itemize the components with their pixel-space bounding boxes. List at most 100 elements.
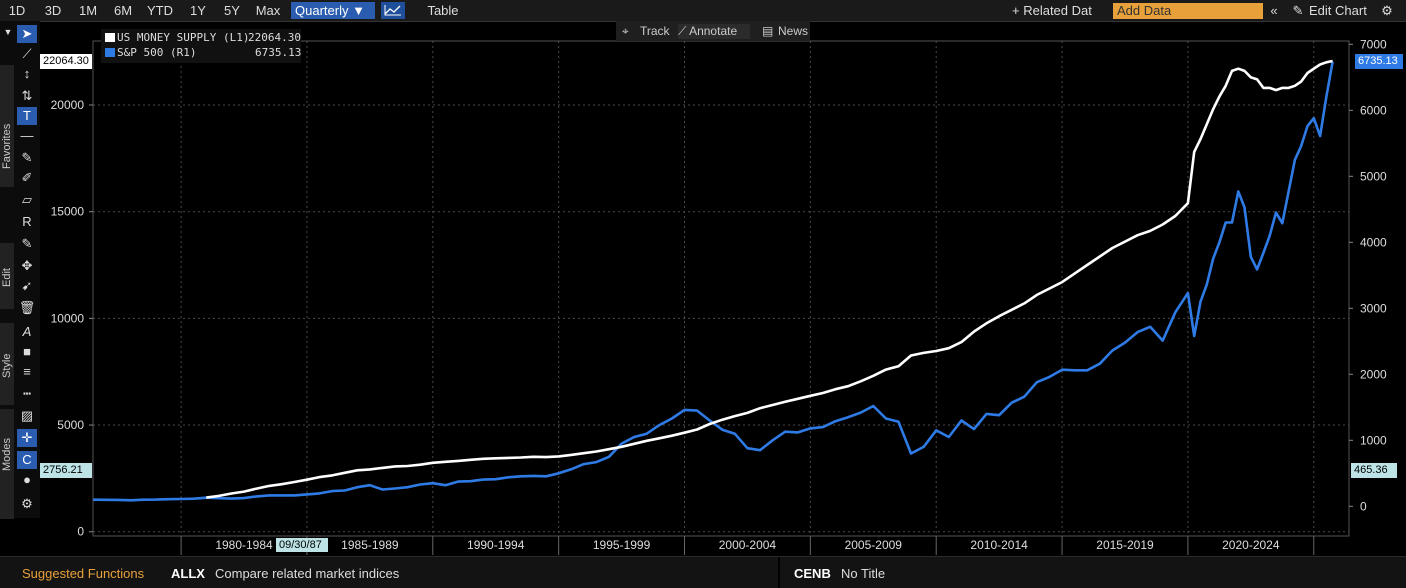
x-axis-tick-label: 2010-2014	[970, 538, 1028, 552]
left-axis-tick-label: 20000	[51, 98, 85, 112]
annotate-button[interactable]: ⟋ Annotate	[678, 24, 750, 39]
left-axis-last-tag: 22064.30	[40, 54, 92, 69]
chart-plot[interactable]: 0 5000 10000 15000 20000 0 1000 2000 3000 4000 500…	[0, 0, 1406, 556]
legend-series-money[interactable]: US MONEY SUPPLY (L1) 22064.30	[105, 31, 301, 44]
function-desc-allx[interactable]: Compare related market indices	[215, 566, 400, 581]
modes-label: Modes	[1, 437, 13, 471]
annotate-icon: ⟋	[678, 24, 687, 38]
function-code-allx[interactable]: ALLX	[171, 566, 205, 581]
frequency-select[interactable]: Quarterly ▼	[291, 2, 375, 19]
period-1d[interactable]: 1D	[8, 3, 26, 18]
left-toolbar: ▼ Favorites Edit Style Modes ➤ ⟋ ↕ ⇅ T —…	[0, 21, 40, 519]
legend-value: 22064.30	[248, 31, 301, 44]
horizontal-line-icon[interactable]: —	[20, 128, 34, 143]
period-5y[interactable]: 5Y	[224, 3, 240, 18]
right-axis-tick-label: 2000	[1360, 367, 1387, 381]
chart-grid	[93, 41, 1349, 536]
snap-mode-icon[interactable]: C	[17, 451, 37, 469]
right-axis-tick-label: 4000	[1360, 235, 1387, 249]
x-axis-tick-label: 1990-1994	[467, 538, 525, 552]
x-axis-tick-label: 2015-2019	[1096, 538, 1154, 552]
right-axis-cursor-tag: 465.36	[1351, 463, 1397, 478]
x-axis-tick-label: 1980-1984	[215, 538, 273, 552]
legend-value: 6735.13	[255, 46, 302, 59]
percent-change-icon[interactable]: ↕	[23, 66, 31, 81]
pen-icon[interactable]: ✎	[21, 150, 33, 165]
cursor-icon[interactable]: ➤	[17, 25, 37, 43]
favorites-tab[interactable]: Favorites	[0, 65, 14, 187]
chevron-down-icon: ▼	[352, 3, 365, 18]
regression-icon[interactable]: R	[22, 214, 32, 229]
font-icon[interactable]: A	[22, 324, 32, 339]
settings-icon[interactable]: ⚙	[21, 496, 33, 511]
text-icon[interactable]: T	[17, 107, 37, 125]
right-axis-tick-label: 3000	[1360, 301, 1387, 315]
edit-tab[interactable]: Edit	[0, 243, 14, 309]
right-axis-tick-label: 5000	[1360, 169, 1387, 183]
select-point-icon[interactable]: ➹	[21, 278, 33, 293]
line-weight-icon[interactable]: ≡	[23, 364, 31, 379]
period-3d[interactable]: 3D	[44, 3, 62, 18]
legend-series-spx[interactable]: S&P 500 (R1) 6735.13	[105, 46, 301, 59]
function-code-cenb[interactable]: CENB	[794, 566, 831, 581]
period-1m[interactable]: 1M	[78, 3, 98, 18]
period-6m[interactable]: 6M	[113, 3, 133, 18]
left-axis-tick-label: 5000	[57, 418, 84, 432]
style-tab[interactable]: Style	[0, 323, 14, 405]
period-ytd[interactable]: YTD	[147, 3, 173, 18]
crosshair-icon: ⌖	[622, 24, 629, 38]
annotate-label: Annotate	[689, 24, 738, 38]
line-chart-icon[interactable]	[381, 2, 405, 19]
legend-label: S&P 500 (R1)	[117, 46, 197, 59]
panel-menu-icon[interactable]: ▼	[3, 27, 13, 37]
left-axis-cursor-tag: 2756.21	[40, 463, 92, 478]
edit-pen-icon[interactable]: ✎	[21, 236, 33, 251]
frequency-label: Quarterly	[295, 3, 349, 18]
gear-icon[interactable]: ⚙	[1381, 3, 1393, 18]
edit-chart-button[interactable]: Edit Chart	[1309, 3, 1367, 18]
edit-label: Edit	[1, 268, 13, 287]
x-axis-tick-label: 2005-2009	[845, 538, 903, 552]
style-label: Style	[1, 353, 13, 378]
chart-legend[interactable]: US MONEY SUPPLY (L1) 22064.30 S&P 500 (R…	[101, 29, 301, 63]
pattern-icon[interactable]: ▨	[20, 408, 34, 423]
modes-tab[interactable]: Modes	[0, 409, 14, 519]
channel-icon[interactable]: ▱	[22, 192, 32, 207]
chart-subtoolbar: ⌖ Track ⟋ Annotate ▤ News	[616, 21, 810, 41]
pencil-icon: ✎	[1292, 3, 1304, 18]
series-line-sp500	[92, 61, 1334, 502]
crosshair-mode-icon[interactable]: ✛	[17, 429, 37, 447]
fill-color-icon[interactable]: ■	[23, 344, 31, 359]
track-button[interactable]: Track	[640, 24, 670, 38]
function-desc-cenb[interactable]: No Title	[841, 566, 886, 581]
move-icon[interactable]: ✥	[21, 258, 33, 273]
legend-label: US MONEY SUPPLY (L1)	[117, 31, 250, 44]
line-style-icon[interactable]: ┅	[23, 386, 31, 401]
draw-line-icon[interactable]: ⟋	[22, 46, 32, 61]
suggested-functions-bar: Suggested Functions ALLX Compare related…	[0, 556, 1406, 588]
chart-series	[92, 59, 1334, 502]
x-axis-tick-label: 1985-1989	[341, 538, 399, 552]
x-axis-tick-label: 1995-1999	[593, 538, 651, 552]
series-line-money-supply	[206, 59, 1333, 499]
brush-icon[interactable]: ✐	[21, 170, 33, 185]
collapse-icon[interactable]: «	[1270, 3, 1278, 18]
trash-icon[interactable]: 🗑	[18, 300, 36, 315]
legend-swatch	[105, 48, 115, 57]
measure-icon[interactable]: ⇅	[21, 88, 33, 103]
related-data-button[interactable]: + Related Dat	[1012, 3, 1092, 18]
period-max[interactable]: Max	[255, 3, 281, 18]
period-1y[interactable]: 1Y	[190, 3, 206, 18]
bottom-divider	[778, 557, 780, 588]
plot-border	[92, 40, 1350, 537]
top-toolbar: 1D 3D 1M 6M YTD 1Y 5Y Max Quarterly ▼ Ta…	[0, 0, 1406, 22]
left-axis-tick-label: 10000	[51, 311, 85, 325]
x-axis-tick-label: 2000-2004	[719, 538, 777, 552]
color-mode-icon[interactable]: ●	[23, 472, 31, 487]
x-axis-tick-label: 2020-2024	[1222, 538, 1280, 552]
left-axis-tick-label: 0	[77, 525, 84, 539]
news-button[interactable]: News	[778, 24, 809, 38]
add-data-input[interactable]: Add Data	[1113, 3, 1263, 19]
crosshair-date-tag: 09/30/87	[276, 538, 328, 552]
table-button[interactable]: Table	[427, 3, 459, 18]
